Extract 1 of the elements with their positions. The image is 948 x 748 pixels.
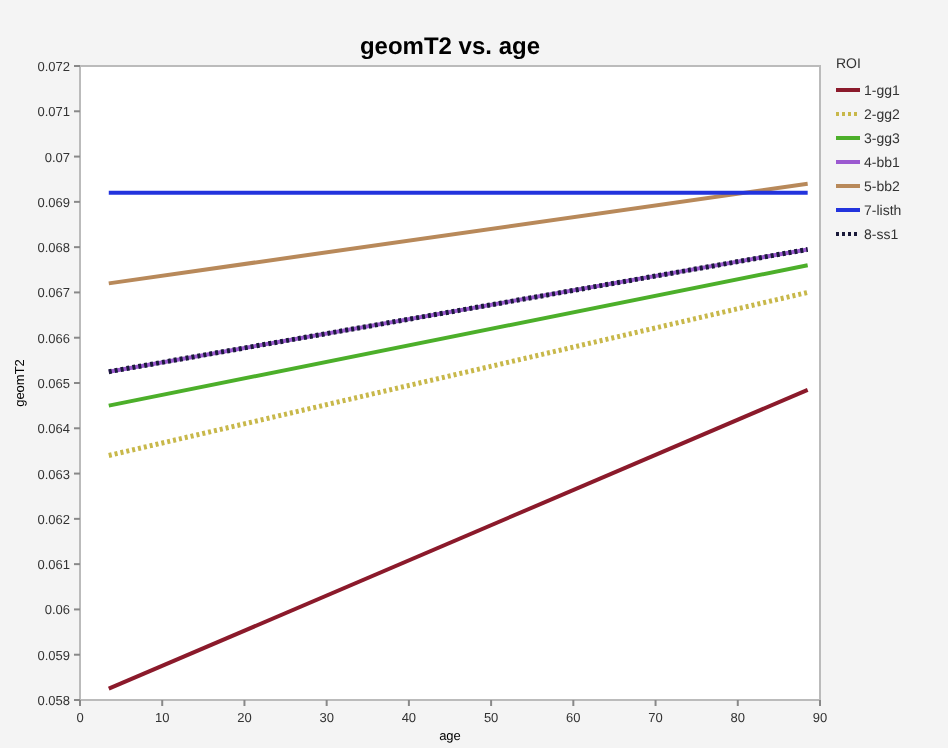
chart-title: geomT2 vs. age <box>359 32 541 60</box>
